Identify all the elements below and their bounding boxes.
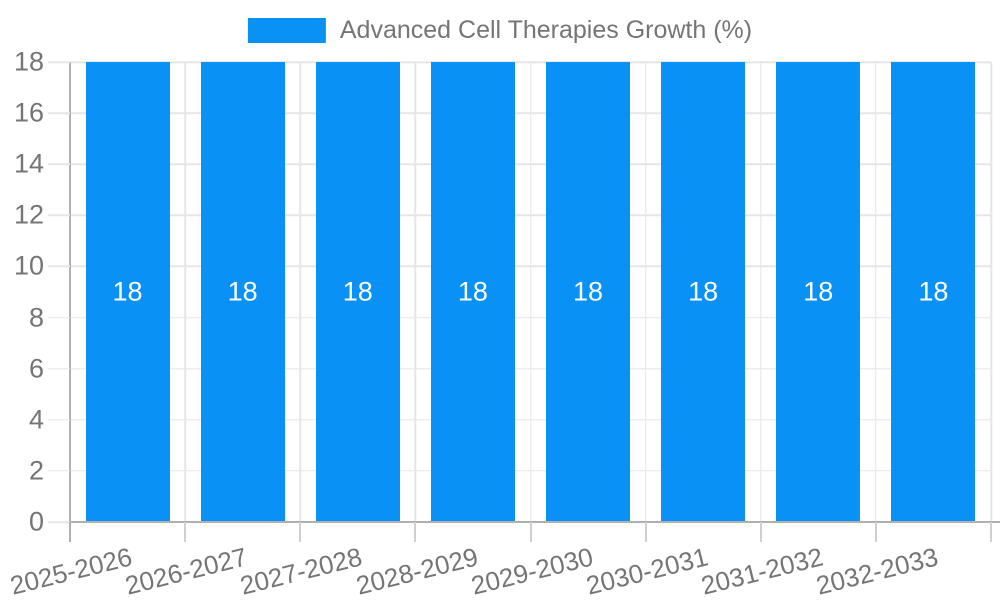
bar[interactable]: 18 [85,62,170,522]
y-tick-mark [48,521,70,523]
x-axis-line [70,521,1000,523]
x-tick-mark [69,522,71,542]
bar[interactable]: 18 [200,62,285,522]
x-tick-mark [299,522,302,542]
gridline-vertical [184,62,186,522]
bar-value-label: 18 [573,276,604,307]
y-tick-label: 14 [13,148,44,179]
x-tick-mark [644,522,647,542]
gridline-vertical [875,62,877,522]
x-tick-mark [759,522,762,542]
bar-value-label: 18 [112,276,143,307]
bar-value-label: 18 [227,276,258,307]
y-tick-label: 12 [13,199,44,230]
gridline-vertical [990,62,992,522]
y-tick-mark [48,265,70,268]
y-tick-mark [48,112,70,114]
gridline-vertical [529,62,532,522]
bar[interactable]: 18 [776,62,861,522]
x-tick-label: 2026-2027 [122,541,251,600]
bar-value-label: 18 [457,276,488,307]
y-tick-mark [48,419,70,421]
y-tick-mark [48,163,70,165]
x-tick-mark [184,522,187,542]
bar[interactable]: 18 [430,62,515,522]
x-tick-mark [414,522,417,542]
bar[interactable]: 18 [315,62,400,522]
bar[interactable]: 18 [546,62,631,522]
bar-value-label: 18 [803,276,834,307]
gridline-vertical [644,62,647,522]
y-tick-label: 2 [28,455,44,486]
plot-area: 18 18 18 18 18 18 18 18 [70,61,992,522]
y-tick-label: 4 [28,404,44,435]
y-tick-mark [48,470,70,472]
gridline-vertical [299,62,301,522]
x-tick-mark [529,522,532,542]
y-tick-label: 10 [13,250,44,281]
bar[interactable]: 18 [891,62,976,522]
y-tick-label: 6 [28,353,44,384]
y-tick-mark [48,316,70,319]
y-tick-label: 8 [28,302,44,333]
y-tick-label: 18 [13,46,44,77]
gridline-vertical [414,62,417,522]
x-tick-label: 2025-2026 [7,541,136,600]
x-tick-label: 2029-2030 [467,541,596,600]
y-tick-mark [48,214,70,217]
y-tick-mark [48,61,70,63]
y-tick-label: 16 [13,97,44,128]
x-tick-label: 2028-2029 [352,541,481,600]
bar[interactable]: 18 [661,62,746,522]
x-tick-label: 2030-2031 [582,541,711,600]
legend-label: Advanced Cell Therapies Growth (%) [339,15,753,44]
x-tick-mark [990,522,992,542]
gridline-vertical [760,62,762,522]
y-tick-label: 0 [28,506,44,537]
bar-value-label: 18 [342,276,373,307]
bar-value-label: 18 [688,276,719,307]
legend-swatch [247,17,326,43]
x-tick-label: 2031-2032 [698,541,826,600]
x-tick-mark [874,522,877,542]
bar-value-label: 18 [918,276,949,307]
x-tick-label: 2032-2033 [813,541,942,600]
legend[interactable]: Advanced Cell Therapies Growth (%) [247,14,753,46]
x-tick-label: 2027-2028 [237,541,366,600]
y-axis-line [69,62,71,542]
y-tick-mark [48,367,70,370]
